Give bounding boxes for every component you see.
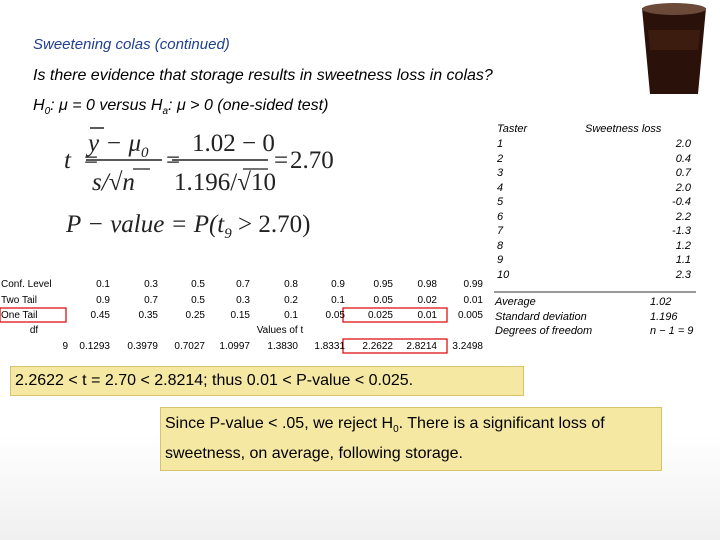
t-table-cell: 1.0997 bbox=[219, 341, 250, 352]
question: Is there evidence that storage results i… bbox=[33, 67, 493, 84]
cola-glass bbox=[642, 8, 706, 94]
t-table-cell: 0.7 bbox=[144, 294, 158, 306]
glass-rim bbox=[642, 3, 706, 15]
hypothesis: H0: μ = 0 versus Ha: μ > 0 (one-sided te… bbox=[33, 97, 329, 118]
t-table-cell: 0.3979 bbox=[127, 341, 158, 352]
t-table-cell: 0.1293 bbox=[79, 341, 110, 352]
t-table-cell: 0.99 bbox=[463, 279, 483, 290]
formula-den1: s/√n bbox=[92, 169, 135, 196]
sweetness-loss: 2.0 bbox=[675, 181, 691, 194]
t-table-cell: 0.3 bbox=[236, 294, 250, 306]
formula-eq: = bbox=[274, 147, 288, 174]
summary-value: 1.02 bbox=[650, 296, 672, 308]
taster-id: 3 bbox=[497, 167, 504, 179]
formula-result: 2.70 bbox=[290, 147, 334, 174]
t-table-cell: 0.025 bbox=[367, 310, 393, 321]
summary-value: n − 1 = 9 bbox=[650, 325, 694, 337]
sweetness-loss: 1.2 bbox=[675, 239, 691, 252]
highlight bbox=[342, 307, 448, 323]
range-box: 2.2622 < t = 2.70 < 2.8214; thus 0.01 < … bbox=[10, 366, 524, 396]
highlight bbox=[342, 338, 448, 354]
sweetness-loss: -1.3 bbox=[672, 225, 691, 237]
t-table-cell: 0.5 bbox=[191, 294, 205, 306]
summary-label: Standard deviation bbox=[495, 310, 587, 323]
t-table-cell: 0.005 bbox=[457, 310, 483, 321]
t-table-cell: 0.5 bbox=[191, 279, 205, 290]
t-table-cell: 0.2 bbox=[284, 294, 298, 306]
cola-shade bbox=[648, 30, 700, 50]
t-table-row-label: Conf. Level bbox=[1, 279, 52, 290]
slide-title: Sweetening colas (continued) bbox=[33, 36, 230, 53]
taster-id: 4 bbox=[497, 181, 504, 194]
taster-id: 9 bbox=[497, 254, 504, 266]
taster-header: Taster bbox=[497, 123, 528, 135]
t-table-cell: 0.1 bbox=[96, 279, 110, 290]
sweetness-loss: -0.4 bbox=[672, 196, 691, 208]
t-table-cell: 0.01 bbox=[463, 294, 483, 306]
conclusion-box: Since P-value < .05, we reject H0. There… bbox=[160, 407, 662, 471]
t-table-cell: 2.2622 bbox=[362, 341, 393, 352]
formula-t: t bbox=[64, 147, 72, 174]
sweetness-loss: 0.7 bbox=[675, 167, 691, 179]
t-table-row-label: Two Tail bbox=[1, 294, 37, 306]
t-table-cell: 0.05 bbox=[373, 294, 393, 306]
formula-num1: y − μ0 bbox=[85, 130, 149, 161]
t-table-cell: 2.8214 bbox=[406, 341, 437, 352]
t-table-cell: 0.7 bbox=[236, 279, 250, 290]
t-table-cell: 0.1 bbox=[284, 310, 298, 321]
p-formula: P − value = P(t9 > 2.70) bbox=[65, 211, 310, 242]
t-table-cell: 1.3830 bbox=[267, 341, 298, 352]
t-table-cell: 3.2498 bbox=[452, 341, 483, 352]
formula-num2: 1.02 − 0 bbox=[192, 130, 275, 157]
taster-id: 8 bbox=[497, 239, 504, 252]
t-table-cell: 0.35 bbox=[138, 310, 158, 321]
t-table-cell: 0.8 bbox=[284, 279, 298, 290]
taster-header: Sweetness loss bbox=[585, 123, 662, 135]
t-table-cell: 1.8331 bbox=[314, 341, 345, 352]
t-table-cell: 0.3 bbox=[144, 279, 158, 290]
t-table-cell: 0.45 bbox=[90, 310, 110, 321]
highlight bbox=[0, 307, 67, 323]
taster-id: 10 bbox=[497, 268, 510, 281]
t-table-cell: 0.7027 bbox=[174, 341, 205, 352]
t-table-cell: 0.95 bbox=[373, 279, 393, 290]
taster-id: 6 bbox=[497, 210, 504, 223]
t-table-cell: 0.05 bbox=[325, 310, 345, 321]
t-table-values-label: Values of t bbox=[256, 325, 304, 336]
summary-label: Average bbox=[495, 296, 536, 308]
t-table-df-label: df bbox=[29, 325, 39, 336]
t-table-cell: 0.02 bbox=[417, 294, 437, 306]
sweetness-loss: 2.0 bbox=[675, 138, 691, 150]
formula-den2: 1.196/√10 bbox=[174, 169, 276, 196]
sweetness-loss: 2.3 bbox=[675, 268, 691, 281]
sweetness-loss: 0.4 bbox=[675, 152, 691, 165]
t-table-cell: 0.01 bbox=[417, 310, 437, 321]
t-table-cell: 0.1 bbox=[331, 294, 345, 306]
t-table-cell: 0.15 bbox=[230, 310, 250, 321]
taster-id: 5 bbox=[497, 196, 504, 208]
t-table-cell: 0.25 bbox=[185, 310, 205, 321]
sweetness-loss: 2.2 bbox=[675, 210, 691, 223]
t-table-cell: 0.98 bbox=[417, 279, 437, 290]
sweetness-loss: 1.1 bbox=[675, 254, 691, 266]
taster-id: 1 bbox=[497, 138, 504, 150]
t-table-row-label: One Tail bbox=[1, 310, 38, 321]
taster-id: 7 bbox=[497, 225, 504, 237]
summary-value: 1.196 bbox=[650, 310, 678, 323]
t-table-df: 9 bbox=[62, 341, 68, 352]
summary-label: Degrees of freedom bbox=[495, 325, 593, 337]
t-table-cell: 0.9 bbox=[331, 279, 345, 290]
t-table-cell: 0.9 bbox=[96, 294, 110, 306]
taster-id: 2 bbox=[497, 152, 504, 165]
